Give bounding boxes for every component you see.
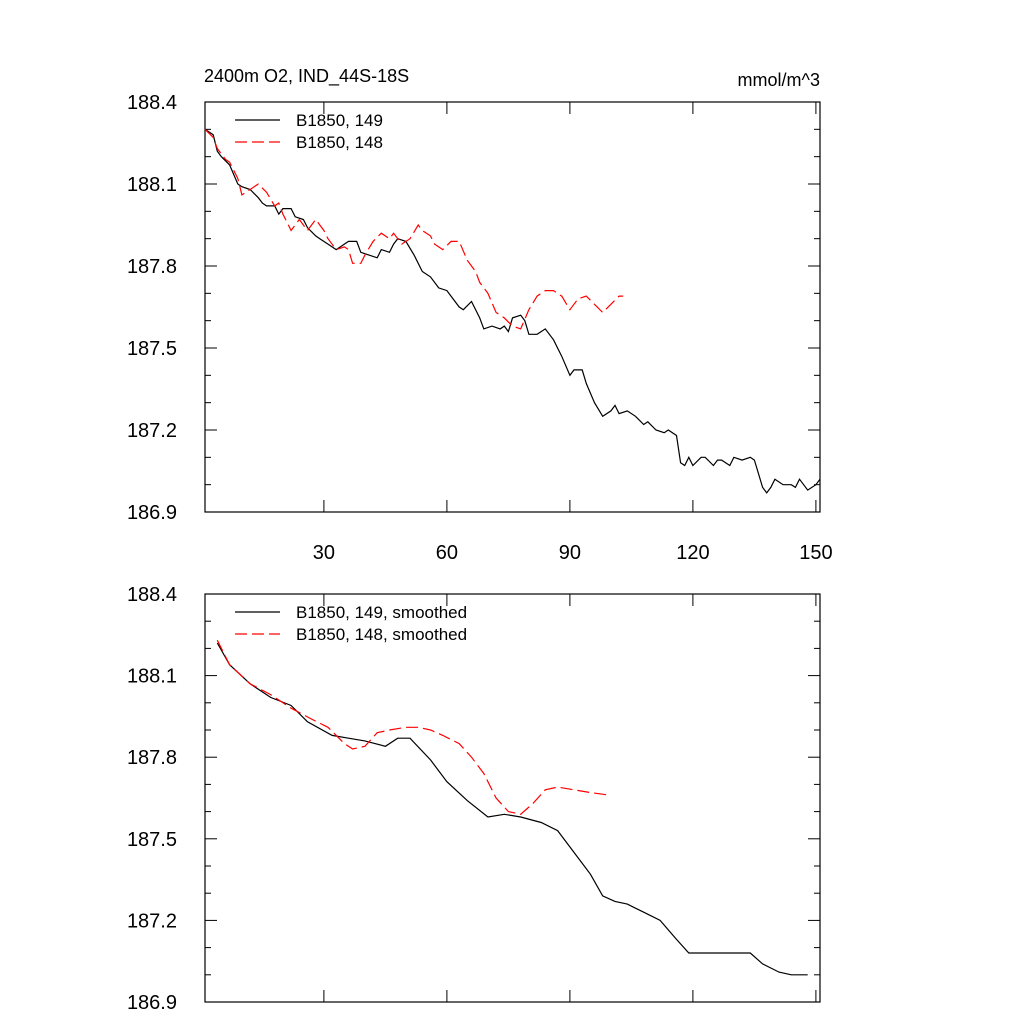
- y-tick-label: 187.8: [127, 747, 177, 769]
- series-line-148: [216, 639, 611, 815]
- x-tick-label: 30: [313, 542, 335, 564]
- series-line-149: [216, 642, 808, 976]
- y-tick-label: 188.4: [127, 584, 177, 606]
- plot-frame: [204, 593, 821, 1003]
- chart-title: 2400m O2, IND_44S-18S: [204, 66, 409, 87]
- plot-frame: [204, 101, 821, 513]
- units-label: mmol/m^3: [738, 70, 820, 90]
- legend-label: B1850, 148, smoothed: [296, 625, 467, 644]
- y-tick-label: 187.5: [127, 829, 177, 851]
- y-tick-label: 187.2: [127, 420, 177, 442]
- series-line-149: [204, 128, 821, 494]
- y-tick-label: 188.4: [127, 92, 177, 114]
- y-tick-label: 188.1: [127, 174, 177, 196]
- x-tick-label: 150: [799, 542, 832, 564]
- x-tick-label: 90: [559, 542, 581, 564]
- bottom-panel: 186.9 187.2 187.5 187.8 188.1 188.4 B1850, 149…: [127, 584, 821, 1014]
- y-tick-label: 187.8: [127, 256, 177, 278]
- y-tick-label: 187.5: [127, 338, 177, 360]
- x-tick-label: 120: [676, 542, 709, 564]
- y-tick-label: 186.9: [127, 502, 177, 524]
- y-tick-label: 187.2: [127, 910, 177, 932]
- x-tick-label: 60: [436, 542, 458, 564]
- series-line-148: [204, 128, 624, 330]
- legend-label: B1850, 149: [296, 111, 383, 130]
- y-tick-label: 186.9: [127, 992, 177, 1014]
- top-panel: 2400m O2, IND_44S-18S mmol/m^3 30 60 90 120…: [127, 66, 833, 564]
- legend-label: B1850, 149, smoothed: [296, 603, 467, 622]
- y-tick-label: 188.1: [127, 666, 177, 688]
- legend-label: B1850, 148: [296, 133, 383, 152]
